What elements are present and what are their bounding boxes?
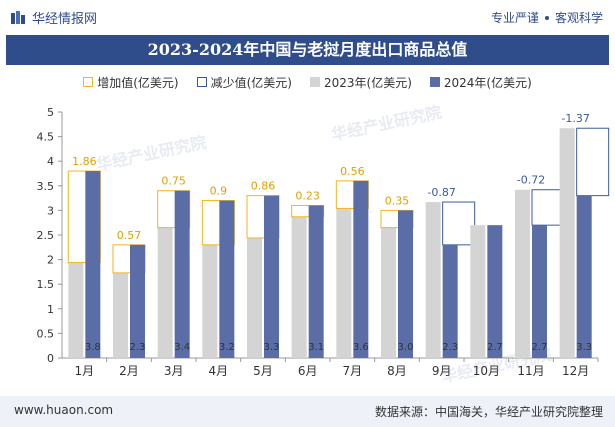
chart-legend: 增加值(亿美元) 减少值(亿美元) 2023年(亿美元) 2024年(亿美元) (0, 72, 615, 92)
bar-2023 (68, 262, 84, 358)
change-value-label: 0.9 (210, 185, 228, 198)
change-value-label: -0.87 (427, 186, 455, 199)
bar-2023 (247, 237, 262, 358)
bar-2024-value-label: 3.0 (398, 342, 414, 353)
x-tick-label: 7月 (343, 364, 363, 378)
chart-plot: 0 0.5 1 1.5 2 2.5 3 3.5 4 4.5 5 1.86 3.8 1月 0.57 2.3 2月 0… (37, 106, 610, 378)
bar-2024 (264, 195, 279, 358)
bar-2024-value-label: 2.3 (442, 342, 458, 353)
legend-label-2023: 2023年(亿美元) (323, 75, 412, 90)
bar-2023 (381, 227, 396, 358)
x-tick-label: 1月 (75, 364, 95, 378)
x-tick-label: 12月 (562, 364, 589, 378)
bar-2023 (515, 189, 530, 358)
x-tick-label: 6月 (298, 364, 318, 378)
legend-item-decrease: 减少值(亿美元) (196, 72, 292, 92)
legend-label-increase: 增加值(亿美元) (97, 75, 179, 90)
bar-2023 (559, 128, 575, 358)
y-tick-label: 5 (47, 106, 54, 119)
bar-2024 (85, 171, 101, 358)
y-tick-label: 2.5 (37, 229, 55, 242)
bar-2024 (398, 210, 413, 358)
x-tick-label: 5月 (253, 364, 273, 378)
decrease-bracket (576, 127, 610, 197)
x-tick-label: 9月 (432, 364, 452, 378)
bar-2024 (353, 180, 369, 358)
bar-2024 (532, 225, 547, 358)
change-value-label: -1.37 (561, 112, 589, 125)
y-tick-label: 0 (47, 352, 54, 365)
tagline-left: 专业严谨 (490, 11, 539, 25)
bar-2024 (576, 195, 592, 358)
bar-2024-value-label: 3.3 (576, 342, 592, 353)
separator-dot-icon (544, 15, 549, 20)
bar-2024 (174, 190, 190, 358)
footer-url: www.huaon.com (14, 403, 114, 417)
tagline-right: 客观科学 (554, 11, 603, 25)
bar-2024-value-label: 3.2 (219, 342, 235, 353)
tagline: 专业严谨 客观科学 (491, 9, 603, 26)
x-tick-label: 3月 (164, 364, 184, 378)
legend-item-increase: 增加值(亿美元) (83, 72, 179, 92)
change-value-label: 0.75 (161, 175, 186, 188)
y-tick-label: 3 (47, 204, 54, 217)
x-tick-label: 10月 (473, 364, 500, 378)
change-value-label: 0.56 (340, 165, 365, 178)
brand: 华经情报网 (10, 8, 97, 27)
change-value-label: 0.57 (117, 229, 142, 242)
y-tick-label: 3.5 (37, 180, 55, 193)
bar-2024-value-label: 3.4 (174, 342, 190, 353)
change-value-label: 1.86 (72, 155, 97, 168)
bar-2023 (425, 202, 441, 358)
bar-2024-value-label: 3.8 (85, 342, 101, 353)
footer-source: 数据来源：中国海关，华经产业研究院整理 (374, 405, 603, 419)
bar-2023 (202, 244, 218, 358)
x-tick-label: 11月 (517, 364, 544, 378)
legend-item-2023: 2023年(亿美元) (309, 72, 412, 92)
bar-2024-value-label: 3.6 (353, 342, 369, 353)
x-tick-label: 2月 (119, 364, 139, 378)
decrease-bracket (442, 201, 476, 246)
bar-2024 (219, 200, 235, 358)
bar-2023 (336, 208, 352, 358)
legend-item-2024: 2024年(亿美元) (429, 72, 532, 92)
legend-label-decrease: 减少值(亿美元) (210, 75, 292, 90)
bar-2023 (470, 225, 486, 358)
top-bar: 华经情报网 专业严谨 客观科学 (0, 0, 615, 34)
y-tick-label: 1 (47, 303, 54, 316)
brand-logo-icon (11, 10, 25, 24)
y-tick-label: 4.5 (37, 131, 55, 144)
bar-2023 (157, 227, 173, 358)
legend-label-2024: 2024年(亿美元) (443, 75, 532, 90)
bar-2024 (442, 244, 458, 358)
bar-2024 (130, 244, 145, 358)
y-tick-label: 4 (47, 155, 54, 168)
bar-2023 (113, 272, 128, 358)
bar-2024-value-label: 2.7 (487, 342, 503, 353)
bar-2023 (291, 216, 307, 358)
change-value-label: -0.72 (517, 174, 545, 187)
legend-swatch-2024-icon (429, 77, 440, 87)
change-value-label: 0.86 (251, 180, 276, 193)
brand-name: 华经情报网 (32, 12, 98, 27)
chart-title: 2023-2024年中国与老挝月度出口商品总值 (6, 35, 609, 65)
x-tick-label: 8月 (387, 364, 407, 378)
y-tick-label: 1.5 (37, 278, 55, 291)
bar-2024 (308, 205, 324, 358)
decrease-bracket (531, 189, 565, 226)
bar-2024-value-label: 2.7 (532, 342, 548, 353)
bar-2024 (487, 225, 503, 358)
bar-2024-value-label: 3.1 (308, 342, 324, 353)
change-value-label: 0.23 (295, 189, 320, 202)
legend-swatch-decrease-icon (196, 77, 207, 87)
legend-swatch-increase-icon (83, 77, 94, 87)
footer: www.huaon.com 数据来源：中国海关，华经产业研究院整理 (0, 396, 615, 427)
change-value-label: 0.35 (385, 194, 410, 207)
bar-2024-value-label: 3.3 (264, 342, 280, 353)
legend-swatch-2023-icon (309, 77, 320, 87)
x-tick-label: 4月 (209, 364, 229, 378)
bar-2024-value-label: 2.3 (130, 342, 146, 353)
y-tick-label: 2 (47, 254, 54, 267)
y-tick-label: 0.5 (37, 327, 55, 340)
